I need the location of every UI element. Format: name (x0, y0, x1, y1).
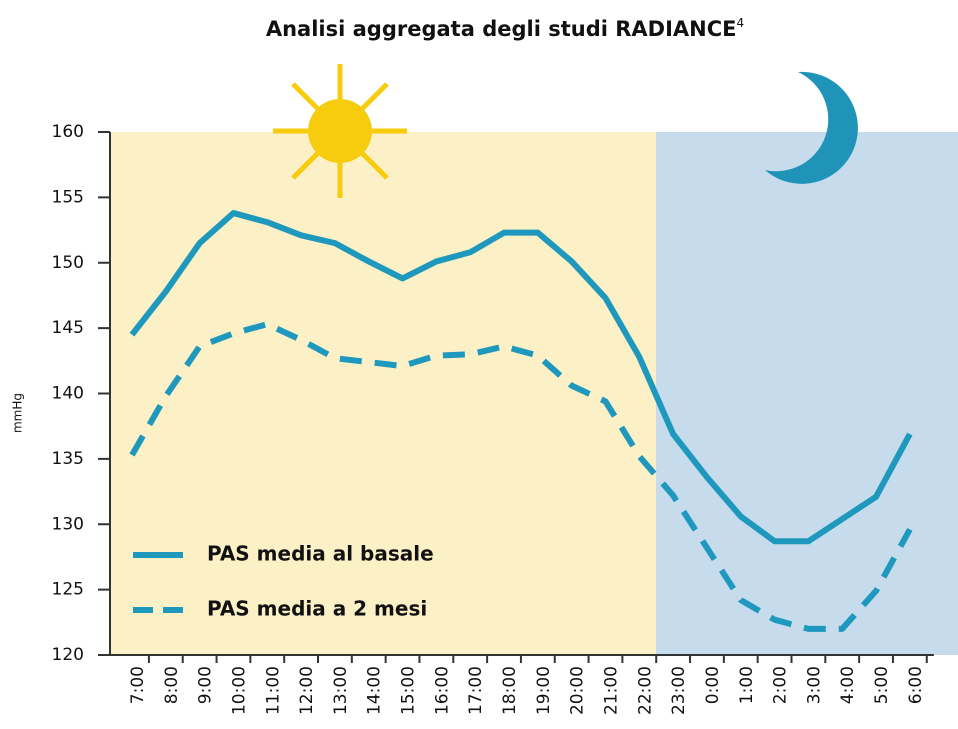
x-tick-label: 3:00 (804, 666, 824, 704)
x-tick-label: 20:00 (568, 666, 588, 715)
y-axis-label: mmHg (11, 393, 25, 433)
y-tick-label: 155 (52, 187, 84, 207)
x-tick-label: 4:00 (838, 666, 858, 704)
x-tick-label: 15:00 (399, 666, 419, 715)
day-background (110, 132, 656, 655)
x-tick-label: 10:00 (229, 666, 249, 715)
legend-label: PAS media al basale (207, 542, 434, 566)
y-tick-label: 145 (52, 318, 84, 338)
x-tick-label: 8:00 (162, 666, 182, 704)
x-tick-label: 2:00 (771, 666, 791, 704)
sun-icon (273, 64, 407, 198)
x-tick-label: 9:00 (196, 666, 216, 704)
night-background (656, 132, 958, 655)
y-tick-label: 130 (52, 514, 84, 534)
x-tick-label: 16:00 (432, 666, 452, 715)
x-tick-label: 7:00 (128, 666, 148, 704)
y-tick-label: 120 (52, 645, 84, 665)
x-tick-label: 0:00 (703, 666, 723, 704)
x-tick-label: 23:00 (669, 666, 689, 715)
title-text: Analisi aggregata degli studi RADIANCE (266, 17, 737, 41)
legend-label: PAS media a 2 mesi (207, 597, 427, 621)
x-tick-label: 6:00 (906, 666, 926, 704)
x-tick-label: 22:00 (635, 666, 655, 715)
y-tick-label: 135 (52, 449, 84, 469)
series-line (129, 321, 913, 632)
y-tick-label: 140 (52, 384, 84, 404)
y-tick-label: 160 (52, 122, 84, 142)
chart-title: Analisi aggregata degli studi RADIANCE4 (266, 16, 744, 42)
x-tick-label: 1:00 (737, 666, 757, 704)
moon-icon (765, 71, 858, 184)
y-tick-label: 150 (52, 253, 84, 273)
x-tick-label: 13:00 (331, 666, 351, 715)
x-tick-label: 21:00 (601, 666, 621, 715)
x-tick-label: 19:00 (534, 666, 554, 715)
x-tick-label: 5:00 (872, 666, 892, 704)
x-tick-label: 12:00 (297, 666, 317, 715)
x-tick-label: 17:00 (466, 666, 486, 715)
series-line (129, 210, 913, 545)
x-tick-label: 14:00 (365, 666, 385, 715)
x-tick-label: 18:00 (500, 666, 520, 715)
title-superscript: 4 (737, 16, 745, 30)
y-tick-label: 125 (52, 580, 84, 600)
x-tick-label: 11:00 (263, 666, 283, 715)
